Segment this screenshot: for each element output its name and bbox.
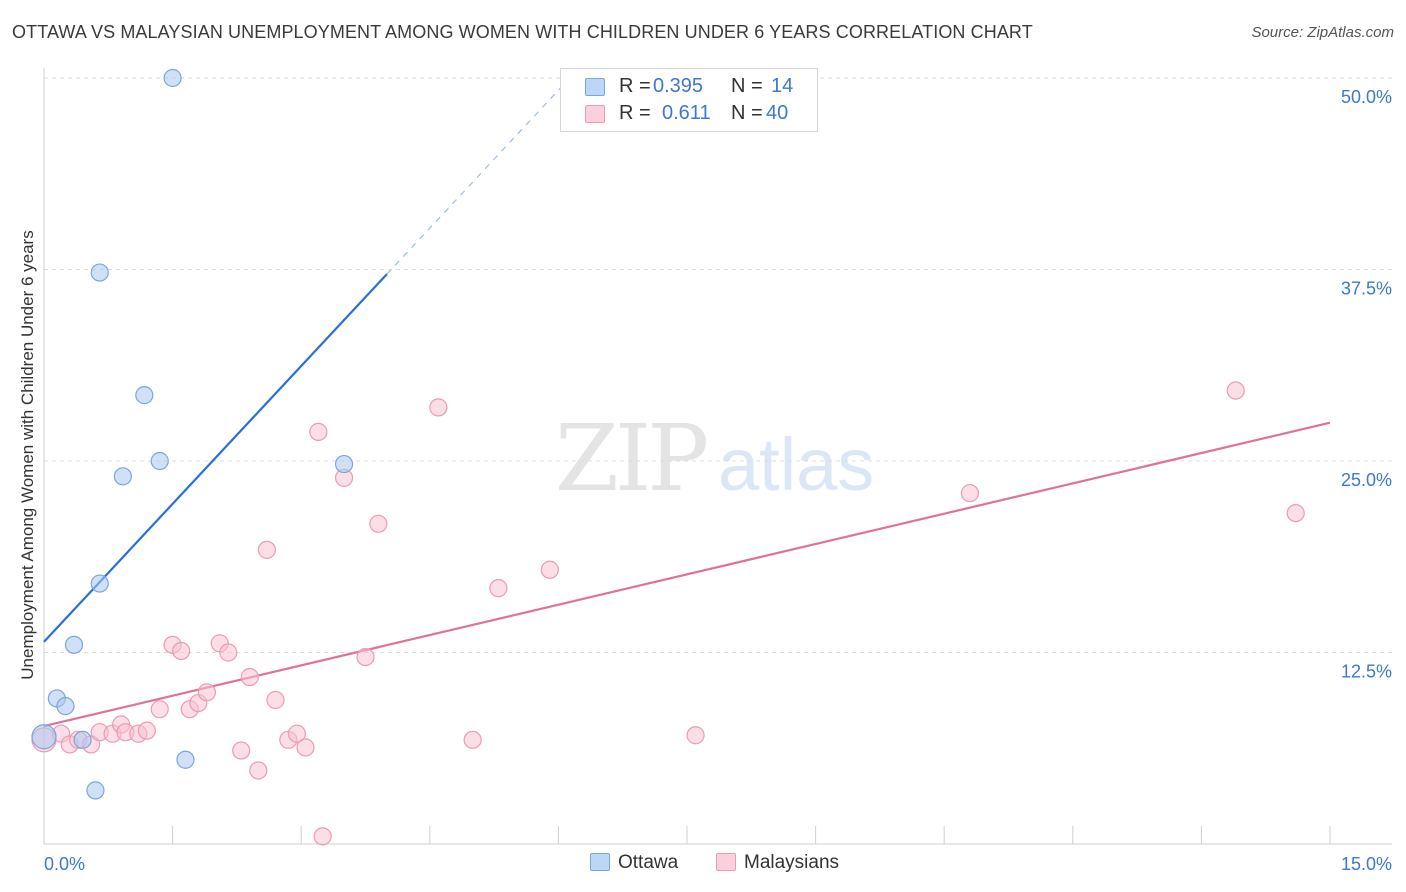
tick-labels: 12.5% 25.0% 37.5% 50.0% 0.0% 15.0% (44, 87, 1392, 874)
data-points (31, 68, 1305, 846)
point-malaysians (150, 700, 169, 719)
point-malaysians (137, 721, 156, 740)
point-malaysians (1226, 381, 1245, 400)
legend-r-value-malaysians: 0.611 (662, 102, 711, 124)
legend-swatch-ottawa (585, 78, 605, 96)
point-ottawa (64, 635, 84, 654)
point-ottawa (135, 386, 154, 405)
legend-r-label: R = (619, 75, 651, 97)
point-malaysians (296, 738, 315, 757)
point-malaysians (232, 741, 251, 760)
point-malaysians (219, 643, 238, 662)
legend-n-label: N = (731, 102, 763, 124)
point-ottawa (31, 724, 57, 750)
point-ottawa (90, 574, 109, 593)
y-tick-label: 37.5% (1341, 279, 1392, 299)
point-malaysians (540, 560, 559, 579)
legend-r-label: R = (619, 102, 651, 124)
y-tick-label: 50.0% (1341, 87, 1392, 107)
point-malaysians (489, 579, 508, 598)
point-malaysians (309, 422, 328, 441)
legend-swatch-malaysians (585, 105, 605, 123)
point-malaysians (369, 514, 388, 533)
point-malaysians (249, 761, 268, 780)
chart-title: OTTAWA VS MALAYSIAN UNEMPLOYMENT AMONG W… (12, 22, 1033, 42)
point-ottawa (73, 730, 92, 749)
point-malaysians (429, 398, 448, 417)
point-malaysians (197, 683, 216, 702)
point-malaysians (257, 540, 277, 559)
bottom-legend-label-ottawa: Ottawa (618, 852, 679, 873)
point-malaysians (1286, 503, 1305, 523)
point-malaysians (240, 667, 259, 687)
y-axis-label: Unemployment Among Women with Children U… (18, 230, 37, 680)
trend-lines (43, 80, 1331, 728)
bottom-legend-ottawa: Ottawa (590, 852, 678, 874)
point-ottawa (163, 68, 182, 88)
trend-line-extension-ottawa (386, 80, 568, 275)
point-ottawa (90, 263, 109, 282)
legend-n-value-malaysians: 40 (766, 102, 789, 124)
watermark-zip: ZIP (555, 405, 706, 512)
point-ottawa (176, 750, 195, 769)
watermark-atlas: atlas (718, 423, 874, 506)
point-malaysians (463, 730, 482, 749)
legend-n-label: N = (731, 75, 763, 97)
point-ottawa (334, 454, 354, 474)
y-tick-label: 25.0% (1341, 470, 1392, 490)
point-malaysians (313, 827, 332, 846)
point-malaysians (356, 647, 375, 667)
bottom-legend-swatch-malaysians (716, 853, 736, 871)
point-malaysians (172, 641, 191, 661)
correlation-legend: R = 0.395 N = 14 R = 0.611 N = 40 (560, 68, 818, 132)
legend-r-value-ottawa: 0.395 (653, 75, 704, 97)
bottom-legend-label-malaysians: Malaysians (744, 852, 840, 873)
bottom-legend-swatch-ottawa (590, 853, 610, 871)
point-ottawa (86, 781, 105, 800)
point-malaysians (287, 724, 307, 743)
point-malaysians (686, 726, 705, 745)
point-ottawa (113, 467, 132, 486)
point-ottawa (150, 451, 169, 471)
source-label: Source: ZipAtlas.com (1251, 24, 1394, 41)
point-ottawa (56, 697, 75, 716)
watermark: ZIP atlas (555, 405, 874, 512)
point-malaysians (960, 484, 980, 503)
legend-n-value-ottawa: 14 (771, 75, 794, 97)
y-tick-label: 12.5% (1341, 662, 1392, 682)
bottom-legend-malaysians: Malaysians (716, 852, 839, 874)
axes (43, 68, 1392, 845)
point-malaysians (266, 690, 285, 710)
x-tick-label-max: 15.0% (1341, 854, 1392, 874)
x-tick-label-min: 0.0% (44, 854, 85, 874)
